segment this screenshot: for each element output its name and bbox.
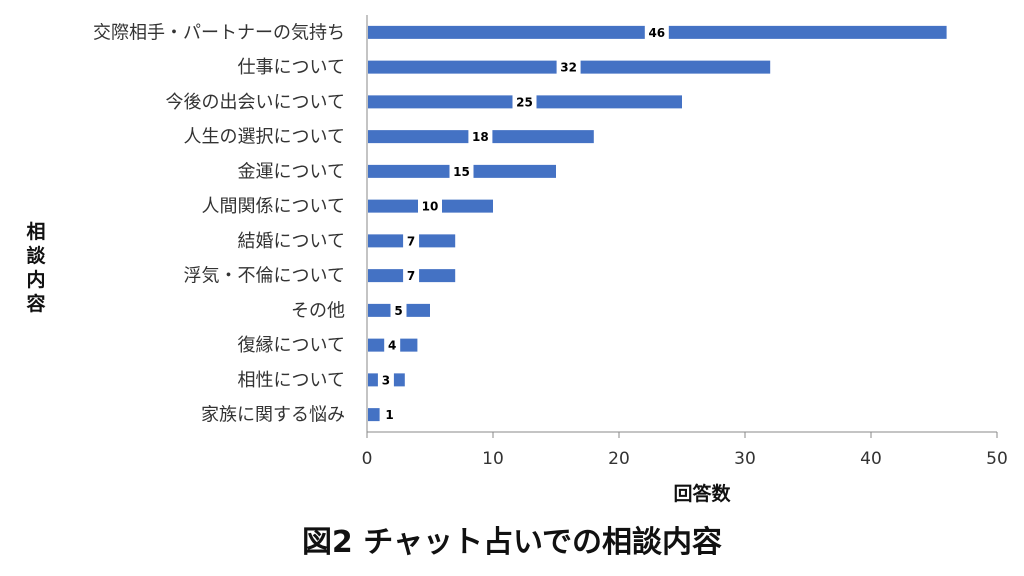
y-axis-title: 相談内容 bbox=[26, 221, 46, 315]
x-ticks-group: 0 10 20 30 40 50 bbox=[362, 432, 1008, 469]
data-label-background bbox=[381, 405, 398, 424]
x-tick-label: 40 bbox=[860, 449, 882, 469]
x-tick-label: 0 bbox=[362, 449, 373, 469]
x-axis-title: 回答数 bbox=[673, 482, 731, 505]
category-labels-group: 交際相手・パートナーの気持ち仕事について今後の出会いについて人生の選択について金… bbox=[93, 22, 345, 425]
data-labels-group: 46 32 25 18 15 10 7 7 5 4 3 1 bbox=[377, 23, 669, 424]
data-label-background bbox=[377, 370, 394, 389]
data-label: 7 bbox=[407, 234, 415, 248]
x-tick-label: 30 bbox=[734, 449, 756, 469]
data-label-background bbox=[644, 23, 669, 42]
data-label-background bbox=[449, 162, 474, 181]
category-label: 結婚について bbox=[238, 231, 345, 252]
category-label: 交際相手・パートナーの気持ち bbox=[93, 22, 345, 43]
data-label-background bbox=[384, 336, 401, 355]
data-label: 5 bbox=[394, 304, 402, 318]
data-label: 7 bbox=[407, 269, 415, 283]
x-tick-label: 50 bbox=[986, 449, 1008, 469]
bar bbox=[368, 408, 380, 422]
data-label: 3 bbox=[382, 373, 390, 387]
category-label: 仕事について bbox=[238, 57, 345, 78]
data-label: 25 bbox=[516, 95, 533, 109]
data-label: 46 bbox=[648, 26, 665, 40]
data-label: 1 bbox=[385, 408, 393, 422]
data-label: 15 bbox=[453, 165, 470, 179]
data-label-background bbox=[418, 197, 442, 216]
category-label: 今後の出会いについて bbox=[166, 92, 345, 113]
data-label: 32 bbox=[560, 61, 577, 75]
data-label-background bbox=[390, 301, 407, 320]
category-label: 人生の選択について bbox=[184, 127, 345, 148]
data-label: 18 bbox=[472, 130, 489, 144]
data-label-background bbox=[403, 266, 420, 285]
data-label: 10 bbox=[422, 200, 439, 214]
category-label: その他 bbox=[291, 300, 345, 321]
data-label-background bbox=[403, 231, 420, 250]
x-tick-label: 20 bbox=[608, 449, 630, 469]
data-label-background bbox=[556, 58, 581, 77]
category-label: 復縁について bbox=[238, 335, 345, 356]
category-label: 人間関係について bbox=[202, 196, 345, 217]
bars-group bbox=[368, 25, 947, 422]
chart-title: 図2 チャット占いでの相談内容 bbox=[302, 525, 722, 560]
category-label: 家族に関する悩み bbox=[201, 405, 345, 426]
data-label-background bbox=[512, 92, 537, 111]
category-label: 相性について bbox=[238, 370, 345, 391]
data-label-background bbox=[468, 127, 493, 146]
data-label: 4 bbox=[388, 339, 396, 353]
category-label: 金運について bbox=[238, 161, 345, 182]
x-tick-label: 10 bbox=[482, 449, 504, 469]
category-label: 浮気・不倫について bbox=[184, 266, 345, 287]
